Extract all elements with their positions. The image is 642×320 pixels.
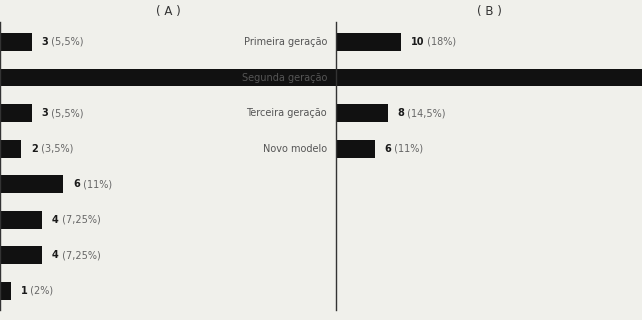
Text: (3,5%): (3,5%) — [38, 144, 73, 154]
Text: 3: 3 — [42, 108, 48, 118]
Text: (11%): (11%) — [391, 144, 423, 154]
Text: (2%): (2%) — [28, 286, 53, 296]
Text: 1: 1 — [21, 286, 28, 296]
Text: 8: 8 — [397, 108, 404, 118]
Text: 4: 4 — [52, 250, 59, 260]
Bar — [336, 68, 642, 86]
Bar — [336, 33, 401, 51]
Text: 10: 10 — [410, 37, 424, 47]
Text: Primeira geração: Primeira geração — [244, 37, 327, 47]
Text: Novo modelo: Novo modelo — [263, 144, 327, 154]
Bar — [0, 68, 336, 86]
Bar — [336, 104, 388, 122]
Text: (5,5%): (5,5%) — [48, 108, 84, 118]
Bar — [0, 246, 42, 264]
Text: (5,5%): (5,5%) — [48, 37, 84, 47]
Bar — [0, 104, 31, 122]
Text: 3: 3 — [42, 37, 48, 47]
Title: ( A ): ( A ) — [156, 5, 180, 19]
Bar — [0, 33, 31, 51]
Text: 2: 2 — [31, 144, 38, 154]
Text: Terceira geração: Terceira geração — [247, 108, 327, 118]
Text: 6: 6 — [385, 144, 391, 154]
Text: Segunda geração: Segunda geração — [242, 73, 327, 83]
Bar — [336, 140, 376, 157]
Bar — [0, 282, 10, 300]
Text: (7,25%): (7,25%) — [59, 250, 101, 260]
Title: ( B ): ( B ) — [477, 5, 501, 19]
Text: (60%): (60%) — [360, 73, 392, 83]
Text: (18%): (18%) — [424, 37, 456, 47]
Text: 32: 32 — [347, 73, 360, 83]
Text: (7,25%): (7,25%) — [59, 215, 101, 225]
Text: (11%): (11%) — [80, 179, 112, 189]
Text: (14,5%): (14,5%) — [404, 108, 446, 118]
Bar — [0, 211, 42, 228]
Bar — [0, 140, 21, 157]
Text: 4: 4 — [52, 215, 59, 225]
Text: 6: 6 — [73, 179, 80, 189]
Bar — [0, 175, 63, 193]
